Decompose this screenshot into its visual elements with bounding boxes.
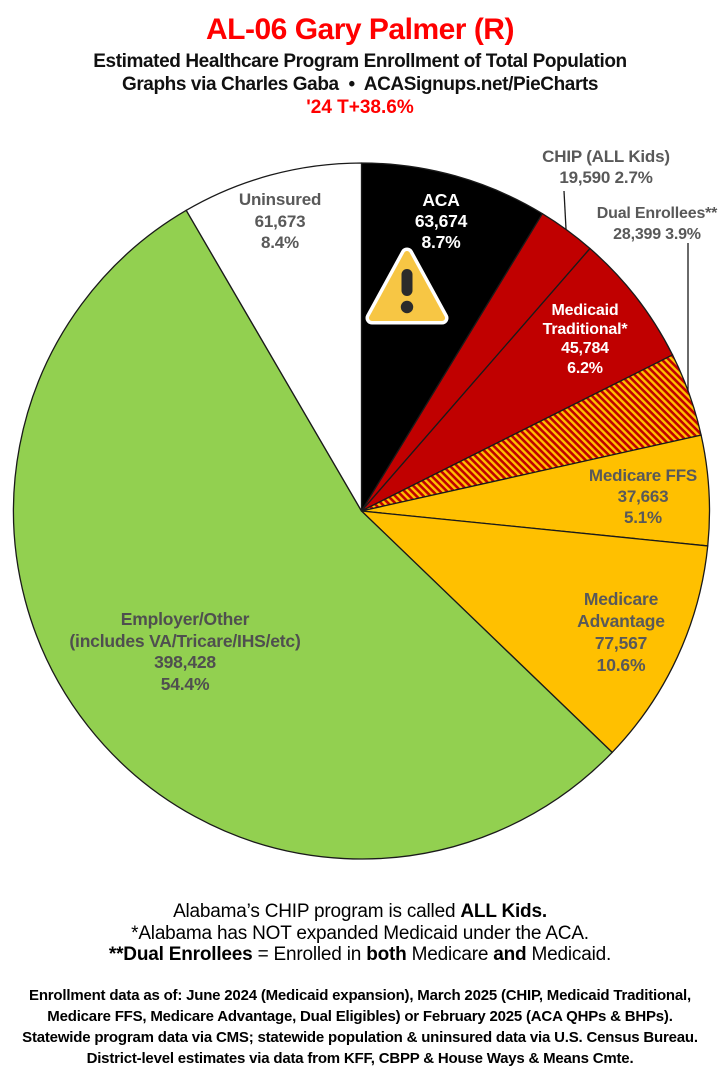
footnote-chip: Alabama’s CHIP program is called ALL Kid… (0, 901, 720, 923)
data-sources: Enrollment data as of: June 2024 (Medica… (0, 985, 720, 1069)
pie-slice-medicaid-traditional (360, 247, 674, 512)
source-line: District-level estimates via data from K… (86, 1050, 634, 1067)
slice-label-line: Employer/Other (120, 609, 250, 629)
footnote-text: Medicare (406, 944, 494, 965)
footnote-dual: **Dual Enrollees = Enrolled in both Medi… (0, 944, 720, 966)
slice-label-line: 28,399 3.9% (613, 225, 701, 243)
slice-label-line: Medicare (583, 589, 659, 609)
slice-label-line: ACA (422, 190, 460, 210)
slice-label-line: 77,567 (594, 633, 648, 653)
slice-label-medicaid-traditional: Medicaid Traditional* 45,784 6.2% (543, 301, 628, 378)
footnote-text: Medicaid. (526, 944, 612, 965)
slice-label-chip: CHIP (ALL Kids) 19,590 2.7% (542, 147, 670, 188)
source-line: Medicare FFS, Medicare Advantage, Dual E… (47, 1008, 673, 1025)
slice-label-line: 61,673 (254, 211, 306, 231)
footnotes: Alabama’s CHIP program is called ALL Kid… (0, 901, 720, 966)
slice-label-dual-enrollees: Dual Enrollees** 28,399 3.9% (596, 204, 718, 245)
slice-label-line: 8.7% (421, 232, 461, 252)
slice-label-line: 37,663 (617, 487, 669, 506)
slice-label-line: (includes VA/Tricare/IHS/etc) (69, 630, 301, 651)
pie-slices-group (12, 162, 711, 860)
trend-annotation: '24 T+38.6% (306, 97, 414, 118)
slice-label-line: 45,784 (561, 340, 609, 358)
source-line: Statewide program data via CMS; statewid… (22, 1029, 698, 1046)
warning-triangle-icon (365, 247, 449, 325)
slice-label-line: Traditional* (542, 321, 628, 339)
page-title: AL-06 Gary Palmer (R) (206, 13, 514, 46)
slice-label-line: Advantage (577, 611, 665, 631)
source-line: Enrollment data as of: June 2024 (Medica… (29, 987, 691, 1004)
slice-label-line: Medicare FFS (588, 466, 698, 485)
pie-slice-employer-other (12, 209, 613, 860)
slice-label-aca: ACA 63,674 8.7% (414, 190, 468, 253)
footnote-bold: and (493, 944, 527, 965)
slice-label-uninsured: Uninsured 61,673 8.4% (239, 189, 321, 254)
slice-label-line: 10.6% (596, 655, 646, 675)
chip-leader-line (563, 190, 567, 230)
slice-label-line: 19,590 2.7% (559, 167, 653, 187)
footnote-text: Alabama’s CHIP program is called (173, 901, 461, 922)
footnote-text: = Enrolled in (252, 944, 367, 965)
slice-label-line: 398,428 (154, 652, 216, 672)
slice-label-line: 8.4% (261, 233, 299, 252)
chart-subtitle: Estimated Healthcare Program Enrollment … (93, 51, 627, 72)
slice-label-employer-other: Employer/Other (includes VA/Tricare/IHS/… (69, 609, 300, 695)
slice-label-line: 63,674 (414, 211, 468, 231)
pie-slice-uninsured (185, 162, 363, 512)
footnote-bold: both (366, 944, 407, 965)
slice-label-line: 54.4% (160, 673, 210, 694)
footnote-bold: **Dual Enrollees (108, 944, 253, 965)
footnote-bold: ALL Kids. (460, 901, 547, 922)
slice-label-line: Uninsured (238, 190, 322, 209)
slice-label-medicare-ffs: Medicare FFS 37,663 5.1% (589, 465, 697, 528)
slice-label-line: 6.2% (567, 359, 603, 377)
pie-slice-medicare-advantage (360, 510, 709, 754)
slice-label-line: Dual Enrollees** (596, 205, 718, 222)
slice-label-line: Medicaid (551, 302, 619, 319)
credit-line: Graphs via Charles Gaba • ACASignups.net… (121, 74, 599, 95)
slice-label-line: CHIP (ALL Kids) (542, 147, 670, 166)
footnote-medicaid: *Alabama has NOT expanded Medicaid under… (131, 922, 589, 944)
slice-label-medicare-advantage: Medicare Advantage 77,567 10.6% (577, 588, 665, 676)
slice-label-line: 5.1% (624, 508, 662, 527)
